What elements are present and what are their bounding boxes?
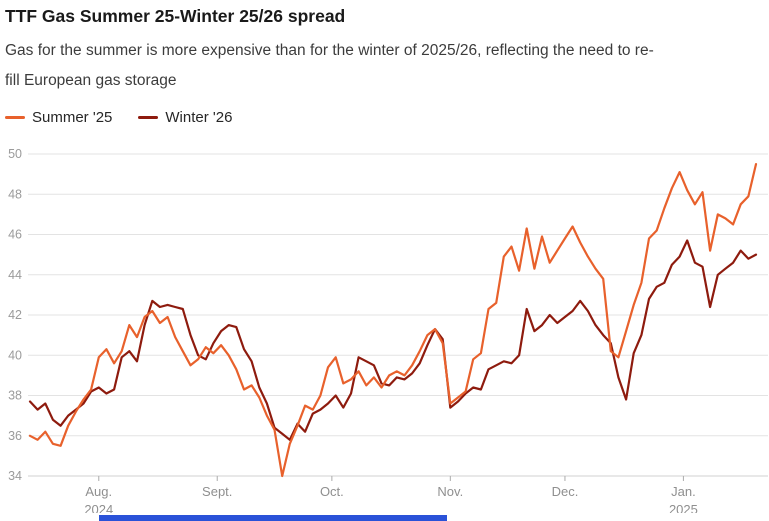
legend-item-summer-25: Summer '25	[5, 109, 112, 126]
y-axis-label: 48	[8, 187, 22, 201]
y-axis-label: 34	[8, 469, 22, 483]
winter-26-line-swatch-icon	[138, 115, 159, 119]
x-axis-label: Aug.	[85, 484, 112, 499]
y-axis-label: 40	[8, 348, 22, 362]
x-axis-label: Jan.	[671, 484, 696, 499]
x-axis-year-label: 2024	[84, 502, 113, 513]
chart-legend: Summer '25 Winter '26	[5, 106, 769, 128]
x-axis-label: Oct.	[320, 484, 344, 499]
y-axis-label: 50	[8, 147, 22, 161]
x-axis-year-label: 2025	[669, 502, 698, 513]
x-axis-label: Dec.	[552, 484, 579, 499]
x-axis-label: Nov.	[437, 484, 463, 499]
chart-title: TTF Gas Summer 25-Winter 25/26 spread	[5, 6, 346, 26]
summer-25-line	[28, 163, 758, 478]
y-axis-label: 36	[8, 429, 22, 443]
chart-area: 34 36 38 40 42 44 46 48 50 Aug. 2024 Sept. Oct. Nov. D…	[0, 136, 769, 518]
y-axis-label: 42	[8, 308, 22, 322]
x-axis-label: Sept.	[202, 484, 232, 499]
chart-subtitle-line-1: Gas for the summer is more expensive tha…	[5, 42, 654, 59]
y-axis-label: 38	[8, 389, 22, 403]
spread-line-chart: 34 36 38 40 42 44 46 48 50 Aug. 2024 Sept. Oct. Nov. D…	[8, 147, 768, 517]
chart-header: TTF Gas Summer 25-Winter 25/26 spread Ga…	[0, 0, 769, 96]
y-axis-label: 44	[8, 268, 22, 282]
legend-label-summer-25: Summer '25	[32, 108, 113, 126]
legend-item-winter-26: Winter '26	[138, 109, 232, 126]
bottom-blue-bar	[99, 515, 447, 521]
winter-26-line	[28, 239, 758, 441]
legend-label-winter-26: Winter '26	[165, 108, 233, 126]
summer-25-line-swatch-icon	[5, 115, 25, 119]
chart-subtitle-line-2: fill European gas storage	[5, 72, 177, 89]
y-axis-label: 46	[8, 228, 22, 242]
